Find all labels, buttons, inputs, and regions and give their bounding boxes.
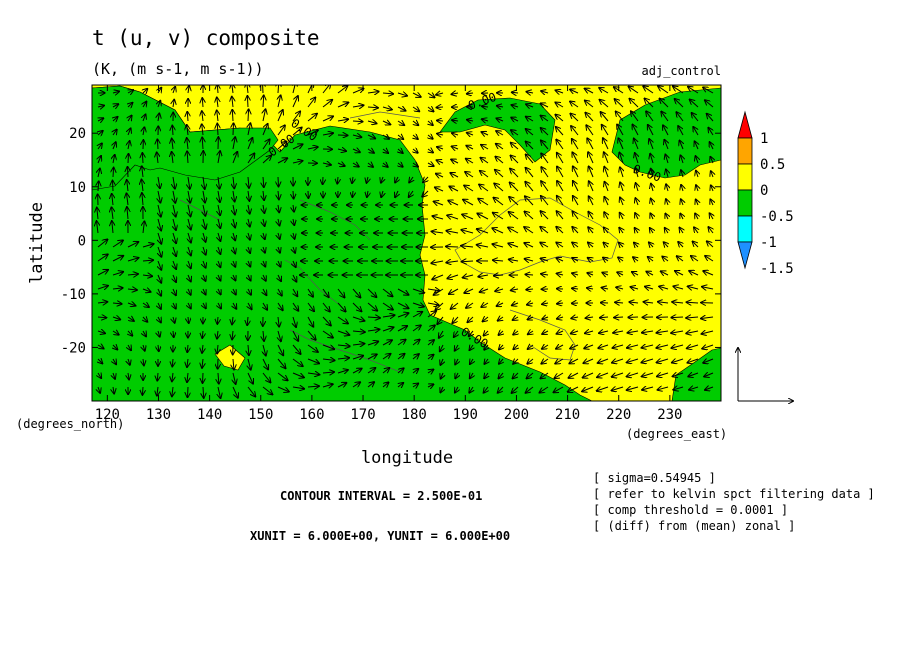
wind-vector xyxy=(293,191,294,199)
wind-vector xyxy=(203,373,204,383)
wind-vector xyxy=(98,317,106,318)
wind-vector xyxy=(462,261,473,262)
y-tick-label: -10 xyxy=(61,287,86,303)
wind-vector xyxy=(437,107,444,108)
x-tick-label: 160 xyxy=(299,407,324,423)
x-tick-label: 150 xyxy=(248,407,273,423)
wind-vector xyxy=(446,247,458,248)
y-axis-label: latitude xyxy=(27,202,47,284)
colorbar-segment xyxy=(738,138,752,164)
wind-vector xyxy=(142,387,143,395)
colorbar-label: 0 xyxy=(760,183,768,199)
x-tick-label: 130 xyxy=(146,407,171,423)
wind-vector xyxy=(352,191,353,197)
wind-vector xyxy=(671,317,683,318)
wind-vector xyxy=(525,274,533,275)
wind-vector xyxy=(113,168,114,177)
wind-vector xyxy=(217,85,218,94)
wind-vector xyxy=(128,154,129,163)
wind-vector xyxy=(172,126,173,135)
y-units-label: (degrees_north) xyxy=(16,417,124,431)
wind-vector xyxy=(202,331,203,338)
colorbar-cap-bottom xyxy=(738,242,752,268)
colorbar: 1 0.5 0 -0.5 -1 -1.5 xyxy=(738,112,794,277)
y-tick-label: 0 xyxy=(78,233,86,249)
wind-vector xyxy=(247,96,248,107)
chart-subtitle: (K, (m s-1, m s-1)) xyxy=(92,60,264,78)
wind-vector xyxy=(263,96,264,108)
wind-vector xyxy=(233,123,234,135)
x-tick-label: 210 xyxy=(555,407,580,423)
wind-vector xyxy=(157,139,158,149)
wind-vector xyxy=(172,359,173,366)
wind-vector xyxy=(232,110,233,121)
x-tick-label: 190 xyxy=(453,407,478,423)
wind-vector xyxy=(615,302,623,303)
wind-vector xyxy=(572,288,578,289)
note-4: [ (diff) from (mean) zonal ] xyxy=(593,519,795,533)
vector-units-text: XUNIT = 6.000E+00, YUNIT = 6.000E+00 xyxy=(250,529,510,543)
wind-vector xyxy=(248,109,249,121)
colorbar-segment xyxy=(738,216,752,242)
colorbar-label: 1 xyxy=(760,131,768,147)
wind-vector xyxy=(188,387,189,397)
wind-vector xyxy=(526,289,533,290)
x-tick-label: 170 xyxy=(350,407,375,423)
wind-vector xyxy=(142,153,143,163)
colorbar-segment xyxy=(738,164,752,190)
wind-vector xyxy=(217,124,218,135)
x-axis-label: longitude xyxy=(361,448,453,468)
y-tick-label: 10 xyxy=(69,180,86,196)
colorbar-cap-top xyxy=(738,112,752,138)
note-2: [ refer to kelvin spct filtering data ] xyxy=(593,487,875,501)
colorbar-label: -1 xyxy=(760,235,777,251)
x-tick-label: 230 xyxy=(657,407,682,423)
chart-title: t (u, v) composite xyxy=(92,26,320,50)
wind-vector xyxy=(203,387,204,398)
wind-vector xyxy=(187,345,188,352)
y-tick-label: -20 xyxy=(61,340,86,356)
colorbar-segment xyxy=(738,190,752,216)
reference-vector xyxy=(738,348,793,401)
wind-vector xyxy=(188,317,189,323)
note-1: [ sigma=0.54945 ] xyxy=(593,471,716,485)
colorbar-label: -0.5 xyxy=(760,209,794,225)
contour-interval-text: CONTOUR INTERVAL = 2.500E-01 xyxy=(280,489,482,503)
x-units-label: (degrees_east) xyxy=(626,427,727,441)
x-tick-label: 200 xyxy=(504,407,529,423)
wind-vector xyxy=(614,317,623,318)
colorbar-label: 0.5 xyxy=(760,157,785,173)
wind-vector xyxy=(113,181,114,191)
y-tick-label: 20 xyxy=(69,126,86,142)
wind-vector xyxy=(278,177,279,186)
wind-vector xyxy=(217,317,218,324)
wind-vector xyxy=(337,177,338,184)
colorbar-label: -1.5 xyxy=(760,261,794,277)
wind-vector xyxy=(187,112,188,121)
wind-vector xyxy=(437,121,443,122)
note-3: [ comp threshold = 0.0001 ] xyxy=(593,503,788,517)
wind-vector xyxy=(512,92,518,93)
x-tick-label: 220 xyxy=(606,407,631,423)
wind-vector xyxy=(202,98,203,107)
wind-vector xyxy=(157,373,158,381)
wind-vector xyxy=(353,121,363,122)
wind-vector xyxy=(263,82,264,93)
x-tick-label: 180 xyxy=(402,407,427,423)
wind-vector xyxy=(128,167,129,177)
experiment-label: adj_control xyxy=(642,64,721,78)
wind-vector xyxy=(98,181,99,191)
x-tick-label: 140 xyxy=(197,407,222,423)
wind-vector xyxy=(173,331,174,337)
